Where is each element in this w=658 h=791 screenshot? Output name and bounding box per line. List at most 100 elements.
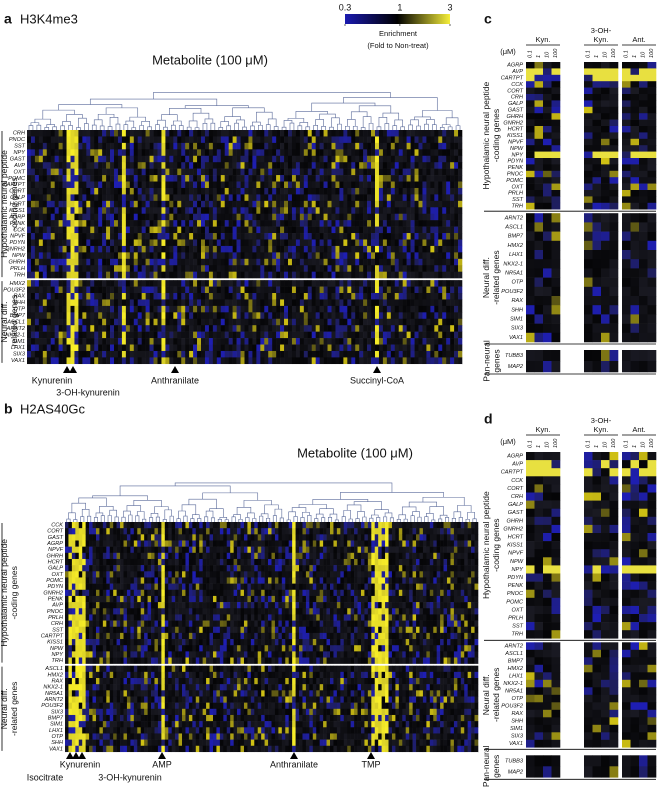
heatmap-cell [177,305,182,313]
heatmap-cell [276,286,281,294]
heatmap-cell [347,338,352,345]
heatmap-cell [137,632,142,640]
heatmap-cell [27,338,32,345]
heatmap-cell [181,233,186,240]
heatmap-cell [82,620,86,628]
heatmap-cell [175,595,179,603]
heatmap-cell [331,286,336,294]
heatmap-cell [102,645,107,652]
heatmap-cell [129,271,135,279]
heatmap-cell [189,338,194,345]
heatmap-cell [149,168,154,176]
heatmap-cell [74,258,79,266]
heatmap-cell [90,162,95,169]
dendrogram-branch [242,126,247,130]
heatmap-cell [307,318,313,326]
heatmap-cell [109,595,114,603]
heatmap-cell [121,155,127,163]
heatmap-cell [264,226,269,234]
heatmap-cell [378,149,384,157]
heatmap-cell [68,595,73,603]
heatmap-cell [280,149,285,157]
heatmap-cell [153,175,158,182]
heatmap-cell [157,155,162,163]
heatmap-cell [42,175,48,182]
heatmap-cell [236,325,241,332]
heatmap-cell [82,187,87,195]
heatmap-cell [82,271,87,279]
heatmap-cell [272,258,277,266]
heatmap-cell [288,350,293,358]
heatmap-cell [145,207,150,215]
heatmap-cell [359,338,364,345]
heatmap-cell [169,194,174,202]
heatmap-cell [68,583,73,591]
heatmap-cell [276,280,281,287]
heatmap-cell [129,239,135,247]
heatmap-cell [30,312,36,320]
heatmap-cell [38,280,44,287]
heatmap-cell [426,220,431,227]
heatmap-cell [185,299,190,307]
heatmap-cell [212,271,218,279]
heatmap-cell [280,130,285,137]
heatmap-cell [181,338,186,345]
heatmap-cell [133,280,139,287]
heatmap-cell [303,187,309,195]
heatmap-cell [232,168,237,176]
heatmap-cell [446,344,451,352]
gene-label: GHRH [9,260,26,266]
heatmap-cell [244,350,249,358]
heatmap-cell [201,226,206,234]
heatmap-cell [140,595,145,603]
heatmap-cell [58,331,63,339]
dendrogram-branch [414,116,431,120]
heatmap-cell [280,338,285,345]
heatmap-cell [232,175,237,182]
heatmap-cell [90,357,95,365]
heatmap-cell [422,226,427,234]
heatmap-cell [212,233,218,240]
heatmap-cell [280,350,285,358]
heatmap-cell [157,357,162,365]
heatmap-cell [272,293,277,300]
heatmap-cell [94,258,99,266]
heatmap-cell [351,344,356,352]
dendrogram-branch [258,124,263,130]
heatmap-cell [208,350,214,358]
heatmap-cell [252,271,257,279]
heatmap-cell [66,338,71,345]
heatmap-cell [185,344,190,352]
heatmap-cell [359,168,364,176]
heatmap-cell [125,325,131,332]
heatmap-cell [173,155,178,163]
heatmap-cell [89,626,93,634]
heatmap-cell [303,338,309,345]
heatmap-cell [165,280,170,287]
heatmap-cell [256,162,261,169]
heatmap-cell [252,181,257,189]
heatmap-cell [244,344,249,352]
dendrogram-branch [384,123,390,130]
heatmap-cell [446,338,451,345]
heatmap-cell [284,207,289,215]
heatmap-cell [110,149,115,157]
heatmap-cell [153,338,158,345]
heatmap-cell [430,168,435,176]
heatmap-cell [422,331,427,339]
group-label: Neural diff. [0,302,9,343]
heatmap-cell [272,299,277,307]
dendrogram-branch [341,516,346,522]
heatmap-cell [327,233,332,240]
heatmap-cell [168,534,172,541]
heatmap-cell [92,571,97,578]
heatmap-cell [113,577,117,584]
heatmap-cell [339,350,344,358]
heatmap-cell [303,155,309,163]
heatmap-cell [201,350,206,358]
heatmap-cell [120,534,124,541]
heatmap-cell [256,226,261,234]
heatmap-cell [359,271,364,279]
dendrogram-branch [410,119,419,126]
heatmap-cell [347,142,352,150]
